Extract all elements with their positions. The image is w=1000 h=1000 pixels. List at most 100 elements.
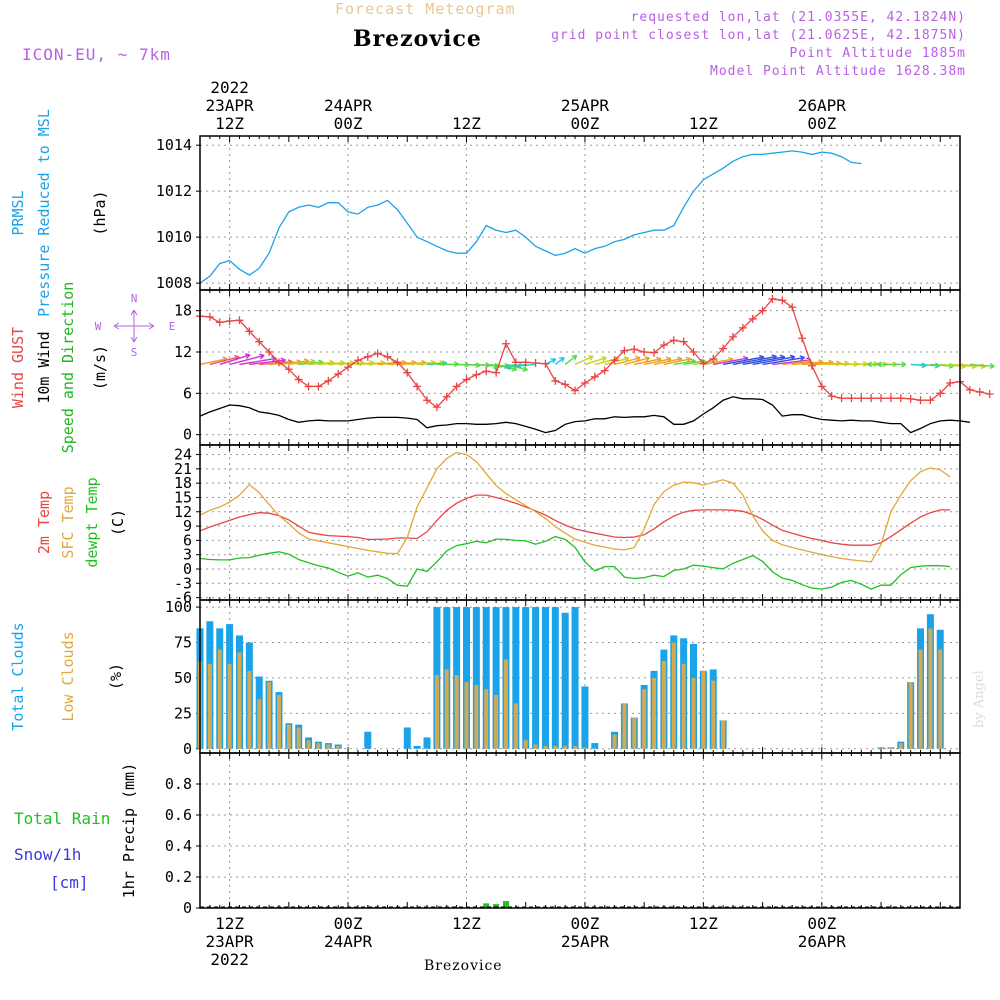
gust-marker-44 xyxy=(630,345,639,354)
rain-bar-2 xyxy=(502,901,509,908)
bottom-time-label-1-1: 24APR xyxy=(324,932,373,951)
compass-e: E xyxy=(169,320,176,333)
low-cloud-bar-72 xyxy=(908,682,913,749)
wind-arrow-head-3 xyxy=(259,353,265,360)
gust-marker-1 xyxy=(205,312,214,321)
bottom-time-label-4-0: 12Z xyxy=(689,914,718,933)
gust-marker-62 xyxy=(807,361,816,370)
model-label: ICON-EU, ~ 7km xyxy=(22,45,171,64)
gust-marker-57 xyxy=(758,306,767,315)
wind-arrow-55 xyxy=(742,356,785,366)
low-cloud-bar-38 xyxy=(573,745,578,749)
y-axis-label-temperature-3: (C) xyxy=(109,509,127,536)
wind-arrow-42 xyxy=(614,357,641,366)
wind-arrow-head-35 xyxy=(550,358,557,364)
gust-marker-60 xyxy=(788,303,797,312)
bottom-time-label-1-0: 00Z xyxy=(334,914,363,933)
gust-marker-67 xyxy=(857,394,866,403)
wind-arrow-46 xyxy=(653,357,683,366)
wind-arrow-79 xyxy=(0,0,980,364)
wind-arrow-74 xyxy=(930,363,954,367)
wind-arrow-47 xyxy=(663,358,691,366)
low-cloud-bar-31 xyxy=(503,659,508,749)
y-tick-label-0-1: 1010 xyxy=(156,228,192,246)
rain-bar-0 xyxy=(483,903,490,908)
gust-marker-54 xyxy=(728,332,737,341)
gust-marker-69 xyxy=(877,394,886,403)
gust-marker-38 xyxy=(571,386,580,395)
wind-arrow-3 xyxy=(229,354,265,366)
low-cloud-bar-75 xyxy=(938,649,943,749)
wind-arrow-60 xyxy=(792,361,824,366)
total-cloud-bar-23 xyxy=(423,737,431,749)
gust-marker-63 xyxy=(817,382,826,391)
y-axis-label-wind-1: 10m Wind xyxy=(35,331,53,403)
low-cloud-bar-4 xyxy=(237,652,242,749)
low-cloud-bar-50 xyxy=(691,677,696,749)
gust-marker-2 xyxy=(215,318,224,327)
wind-arrow-48 xyxy=(673,360,696,366)
wind-arrow-head-78 xyxy=(989,363,995,370)
gust-marker-61 xyxy=(798,334,807,343)
gust-marker-21 xyxy=(403,368,412,377)
precip-legend-1: Snow/1h xyxy=(14,845,81,864)
gust-marker-74 xyxy=(926,396,935,405)
y-axis-label-wind-3: (m/s) xyxy=(91,345,109,390)
wind-arrow-59 xyxy=(782,360,812,366)
y-axis-label-clouds-0: Total Clouds xyxy=(9,622,27,730)
total-cloud-bar-40 xyxy=(591,743,599,749)
low-cloud-bar-29 xyxy=(484,689,489,749)
panel-frame-2 xyxy=(199,444,961,601)
gust-marker-76 xyxy=(946,379,955,387)
y-tick-label-1-2: 12 xyxy=(174,343,192,361)
gust-marker-37 xyxy=(561,380,570,389)
gust-marker-46 xyxy=(650,348,659,357)
gust-marker-70 xyxy=(886,394,895,403)
wind-arrow-45 xyxy=(644,358,672,366)
top-time-label-5-1: 00Z xyxy=(807,114,836,133)
gust-marker-39 xyxy=(580,379,589,387)
bottom-time-label-5-0: 00Z xyxy=(807,914,836,933)
wind-arrow-61 xyxy=(802,361,834,366)
top-time-label-2-0: 12Z xyxy=(452,114,481,133)
y-tick-label-2-7: 15 xyxy=(174,488,192,506)
low-cloud-bar-42 xyxy=(612,734,617,749)
top-time-label-3-1: 00Z xyxy=(570,114,599,133)
y-axis-label-temperature-2: dewpt Temp xyxy=(83,477,101,567)
gust-marker-10 xyxy=(294,375,303,384)
gust-marker-17 xyxy=(363,352,372,361)
gust-marker-22 xyxy=(413,382,422,391)
gust-marker-52 xyxy=(709,354,718,363)
low-cloud-bar-48 xyxy=(671,642,676,749)
gust-marker-8 xyxy=(274,358,283,367)
low-cloud-bar-30 xyxy=(494,694,499,749)
y-tick-label-4-3: 0.6 xyxy=(165,806,192,824)
gust-marker-30 xyxy=(492,368,501,377)
wind-arrow-37 xyxy=(564,354,578,365)
gust-marker-20 xyxy=(393,358,402,367)
station-title: Brezovice xyxy=(353,26,482,52)
wind-arrow-80 xyxy=(0,0,990,364)
wind-arrow-72 xyxy=(910,363,927,367)
gust-marker-25 xyxy=(442,392,451,401)
bottom-time-label-5-1: 26APR xyxy=(798,932,847,951)
low-cloud-bar-39 xyxy=(582,747,587,749)
total-cloud-bar-17 xyxy=(364,731,372,749)
total-cloud-bar-37 xyxy=(561,612,569,749)
y-tick-label-2-5: 9 xyxy=(183,517,192,535)
y-tick-label-1-3: 18 xyxy=(174,302,192,320)
wind-arrow-head-39 xyxy=(601,356,607,362)
gust-marker-5 xyxy=(245,327,254,336)
gust-marker-56 xyxy=(748,314,757,323)
gust-marker-26 xyxy=(452,382,461,391)
y-tick-label-0-3: 1014 xyxy=(156,136,192,154)
y-tick-label-3-3: 75 xyxy=(174,634,192,652)
gust-marker-45 xyxy=(640,348,649,356)
gust-marker-19 xyxy=(383,352,392,361)
low-cloud-bar-53 xyxy=(721,720,726,749)
gust-marker-71 xyxy=(896,394,905,403)
series-line-temperature-2 xyxy=(199,535,951,590)
compass-s: S xyxy=(131,346,138,359)
y-axis-label-pressure-0: PRMSL xyxy=(9,190,27,235)
